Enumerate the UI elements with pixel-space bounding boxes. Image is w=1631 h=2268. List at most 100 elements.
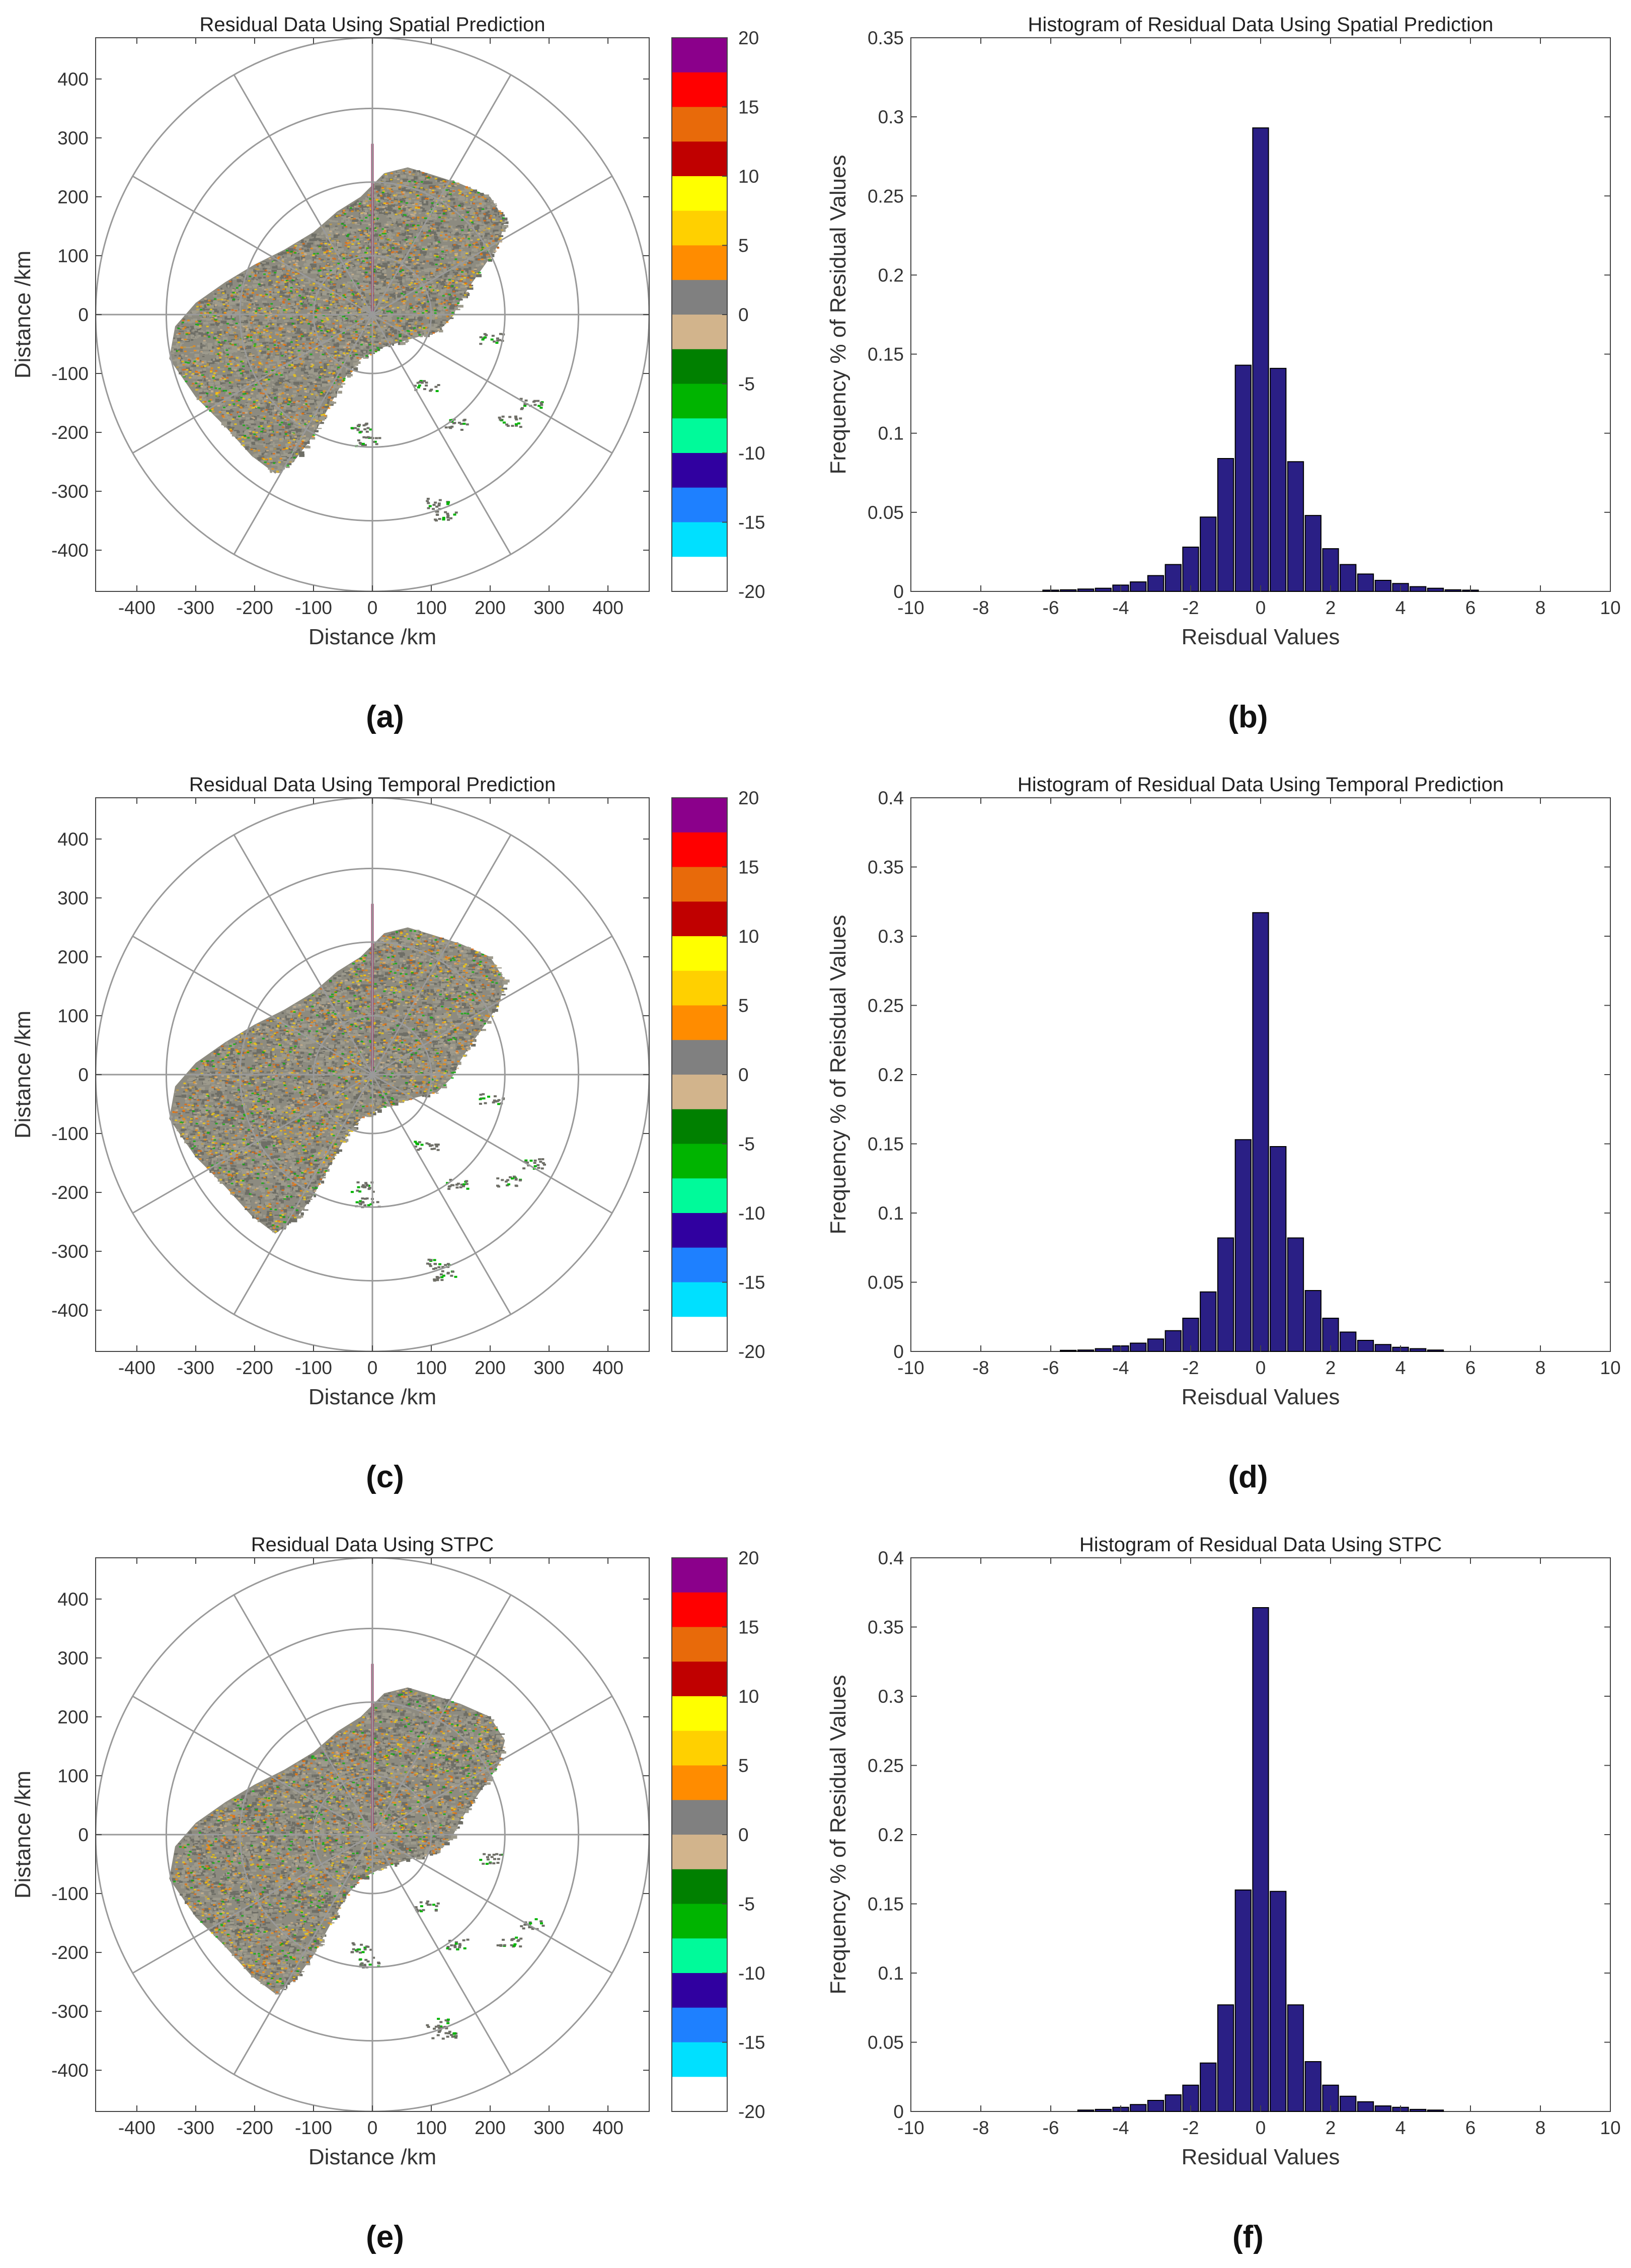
spoke-line — [132, 1695, 373, 1836]
clutter-cell — [431, 2029, 458, 2040]
histogram-bar — [1427, 2109, 1444, 2112]
y-tick-label: 0.3 — [878, 1686, 904, 1707]
y-tick-label: 0.15 — [868, 1134, 904, 1155]
histogram-bar — [1217, 1237, 1234, 1352]
histogram-bar — [1340, 564, 1357, 592]
histogram-bar — [1217, 458, 1234, 592]
y-tick-label: 0.3 — [878, 926, 904, 947]
x-tick-label: -100 — [295, 1357, 332, 1378]
spoke-line — [233, 1834, 373, 2075]
colorbar-tick-label: -10 — [738, 1203, 765, 1224]
radar-panel-0: Residual Data Using Spatial Prediction -4… — [11, 14, 765, 734]
histogram-bar — [1304, 1290, 1322, 1352]
colorbar-segment — [672, 210, 727, 246]
x-tick-label: -100 — [295, 2118, 332, 2138]
histogram-bar — [1374, 580, 1391, 592]
colorbar-segment — [672, 1558, 727, 1593]
x-tick-label: -300 — [177, 1357, 214, 1378]
x-tick-label: -4 — [1113, 597, 1129, 618]
colorbar-tick-label: 5 — [738, 1756, 749, 1776]
radar-polar-grid — [96, 798, 649, 1351]
histogram-bar — [1182, 547, 1199, 592]
spoke-line — [233, 314, 373, 555]
colorbar: 20 15 10 5 0 -5 -10 -15 -20 — [671, 788, 765, 1362]
histogram-y-label: Frequency % of Residual Values — [826, 155, 850, 474]
colorbar-tick-label: 15 — [738, 1617, 759, 1638]
colorbar-tick-label: 10 — [738, 926, 759, 947]
radar-x-label: Distance /km — [308, 1385, 436, 1409]
radar-title: Residual Data Using Temporal Prediction — [189, 774, 556, 796]
clutter-cell — [350, 422, 372, 434]
panel-label: (a) — [366, 700, 404, 734]
x-tick-label: 2 — [1326, 1357, 1336, 1378]
y-tick-label: 0.35 — [868, 28, 904, 48]
y-tick-label: 400 — [57, 1589, 89, 1610]
colorbar-segment — [672, 1178, 727, 1214]
colorbar-tick-label: 0 — [738, 1825, 749, 1845]
x-tick-label: 10 — [1600, 1357, 1620, 1378]
colorbar-segment — [672, 1109, 727, 1144]
colorbar-segment — [672, 1661, 727, 1697]
spoke-line — [372, 935, 613, 1076]
colorbar-segment — [672, 1938, 727, 1974]
colorbar-tick-label: -20 — [738, 581, 765, 602]
histogram-bar — [1200, 1291, 1217, 1352]
histogram-bar — [1287, 461, 1304, 592]
colorbar-tick-label: -15 — [738, 2032, 765, 2053]
spoke-line — [372, 1074, 613, 1214]
x-tick-label: -6 — [1043, 597, 1059, 618]
x-tick-label: -10 — [897, 1357, 924, 1378]
colorbar-segment — [672, 557, 727, 592]
histogram-bar — [1357, 573, 1374, 592]
x-tick-label: 10 — [1600, 597, 1620, 618]
y-tick-label: 400 — [57, 69, 89, 90]
colorbar-tick-label: 20 — [738, 1548, 759, 1568]
colorbar-tick-label: -5 — [738, 1134, 755, 1155]
histogram-bar — [1374, 1344, 1391, 1352]
histogram-bar — [1130, 2104, 1147, 2112]
spoke-line — [371, 314, 512, 555]
clutter-cell — [426, 1258, 451, 1270]
colorbar-segment — [672, 38, 727, 73]
colorbar-segment — [672, 1247, 727, 1282]
colorbar-segment — [672, 453, 727, 488]
x-tick-label: -2 — [1183, 2118, 1199, 2138]
histogram-bar — [1252, 127, 1269, 592]
histogram-bar — [1340, 1331, 1357, 1352]
x-tick-label: 4 — [1395, 1357, 1406, 1378]
y-tick-label: 0.1 — [878, 1203, 904, 1224]
histogram-bar — [1077, 1349, 1095, 1352]
spoke-line — [371, 74, 512, 315]
colorbar-tick-label: -15 — [738, 512, 765, 533]
spoke-line — [132, 935, 373, 1076]
spoke-line — [372, 1695, 613, 1836]
x-tick-label: -400 — [118, 597, 156, 618]
x-tick-label: 6 — [1465, 2118, 1476, 2138]
colorbar-tick-label: 15 — [738, 97, 759, 118]
colorbar-segment — [672, 1282, 727, 1317]
y-tick-label: -100 — [51, 1883, 89, 1904]
radar-panel-1: Residual Data Using Temporal Prediction -… — [11, 774, 765, 1494]
clutter-cell — [414, 1141, 440, 1151]
colorbar-tick-label: 20 — [738, 28, 759, 48]
histogram-bar — [1357, 1340, 1374, 1352]
histogram-panel-0: Histogram of Residual Data Using Spatial… — [826, 14, 1621, 734]
radar-title: Residual Data Using STPC — [251, 1534, 494, 1556]
y-tick-label: -300 — [51, 1241, 89, 1262]
x-tick-label: -200 — [236, 597, 273, 618]
x-tick-label: -400 — [118, 2118, 156, 2138]
x-tick-label: 8 — [1535, 1357, 1546, 1378]
y-tick-label: 0.1 — [878, 1963, 904, 1984]
x-tick-label: 8 — [1535, 597, 1546, 618]
colorbar-segment — [672, 1040, 727, 1075]
spoke-line — [132, 175, 373, 316]
colorbar-tick-label: 5 — [738, 996, 749, 1016]
x-tick-label: -200 — [236, 1357, 273, 1378]
colorbar-tick-label: 20 — [738, 788, 759, 808]
histogram-bar — [1287, 1237, 1304, 1352]
radar-x-label: Distance /km — [308, 2145, 436, 2169]
colorbar-tick-label: 15 — [738, 857, 759, 878]
clutter-cell — [479, 1853, 504, 1865]
colorbar-segment — [672, 1213, 727, 1248]
x-tick-label: -6 — [1043, 1357, 1059, 1378]
